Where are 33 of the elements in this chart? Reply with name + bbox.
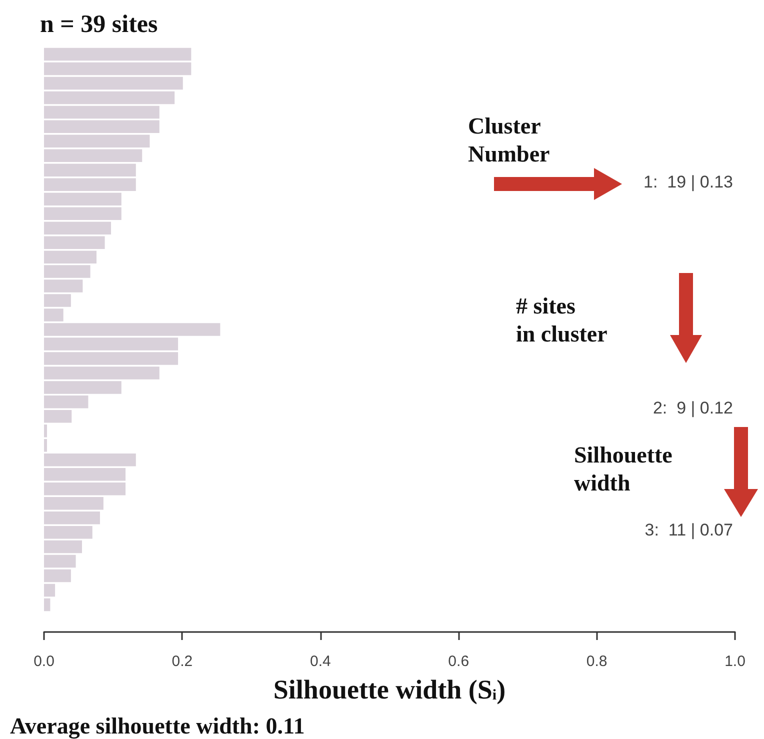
annotation: Silhouette width	[574, 442, 672, 496]
x-tick-label: 0.2	[172, 653, 193, 670]
x-tick-label: 0.0	[34, 653, 54, 670]
x-tick-label: 0.8	[586, 653, 608, 670]
bar	[44, 554, 76, 568]
bar	[44, 106, 160, 119]
x-tick-label: 0.4	[310, 653, 331, 670]
bar	[44, 540, 82, 554]
annotation: Cluster Number	[468, 114, 550, 166]
bar	[44, 598, 50, 612]
bar	[44, 76, 183, 90]
bar	[44, 526, 92, 539]
bar	[44, 569, 71, 582]
chart-title: n = 39 sites	[40, 11, 158, 38]
x-tick-label: 1.0	[724, 653, 746, 670]
bar	[44, 120, 160, 134]
x-axis-title: Silhouette width (Si)	[273, 674, 506, 704]
bar	[44, 164, 136, 177]
text: Average silhouette width: 0.11	[10, 714, 305, 739]
annotation: # sites in cluster	[516, 294, 608, 346]
bar	[44, 149, 142, 162]
bar	[44, 482, 126, 496]
bar	[44, 91, 175, 104]
bar	[44, 584, 56, 597]
bar	[44, 62, 192, 76]
annotation: 2: 9 | 0.12	[652, 398, 733, 418]
bar	[44, 48, 192, 61]
bar	[44, 496, 104, 510]
annotation: 1: 19 | 0.13	[644, 172, 733, 192]
bar	[44, 134, 150, 148]
x-tick-label: 0.6	[448, 653, 470, 670]
annotation: 3: 11 | 0.07	[644, 520, 733, 540]
bar	[44, 511, 100, 524]
